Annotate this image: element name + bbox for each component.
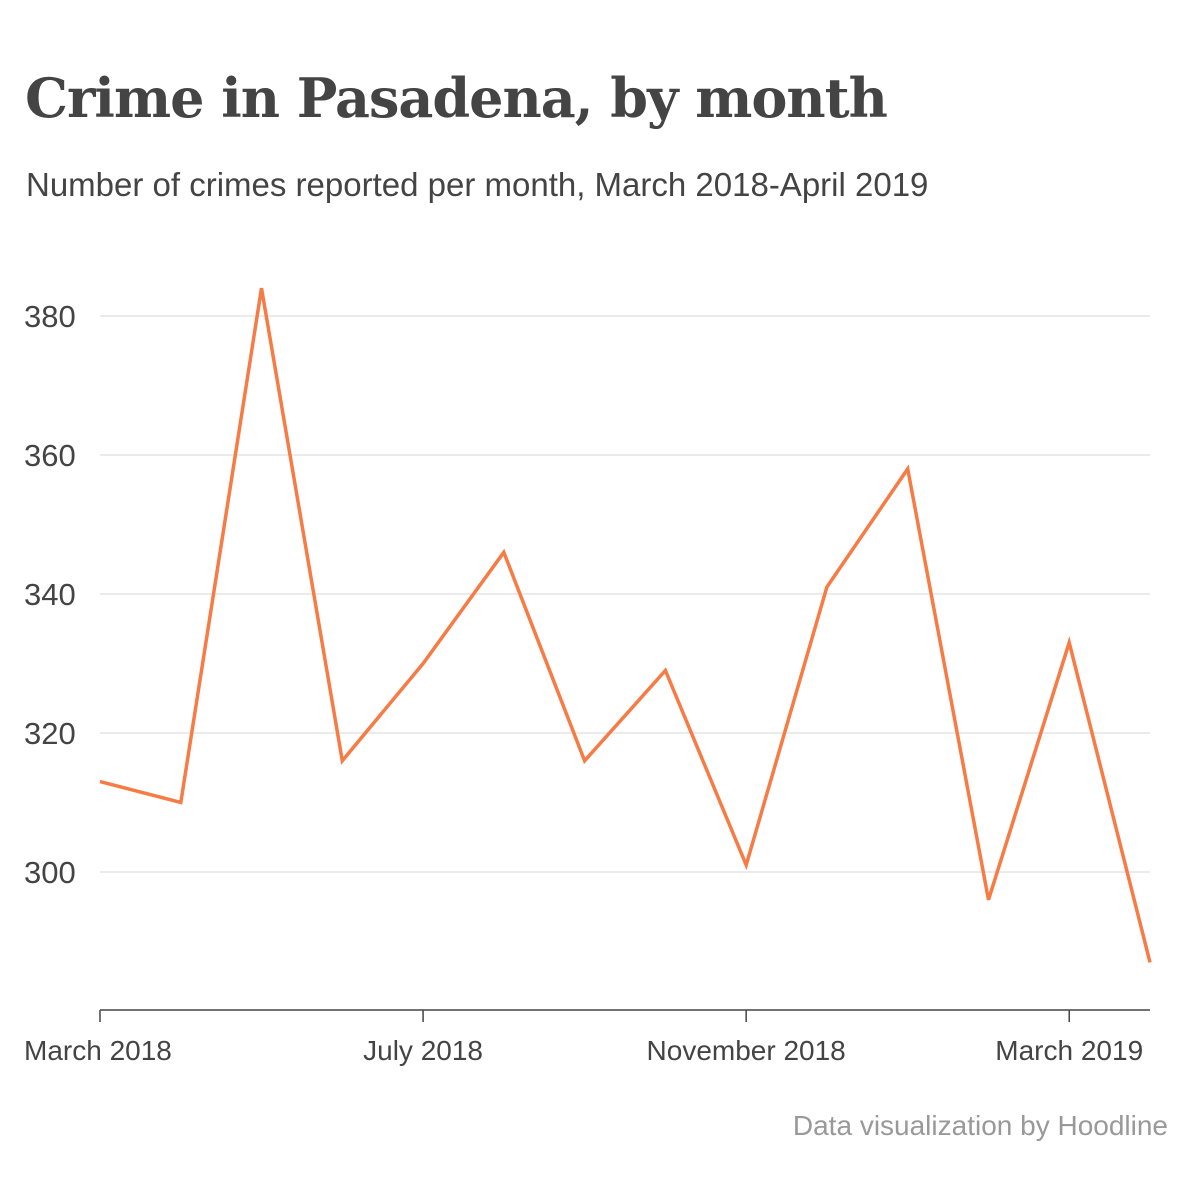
x-tick-label: November 2018: [647, 1035, 846, 1066]
series-lines: [99, 287, 1152, 963]
x-tick-label: July 2018: [363, 1035, 483, 1066]
chart-title: Crime in Pasadena, by month: [25, 66, 888, 130]
credit-text: Data visualization by Hoodline: [792, 1110, 1168, 1141]
chart-subtitle: Number of crimes reported per month, Mar…: [26, 166, 929, 203]
x-axis: March 2018 July 2018 November 2018 March 20…: [24, 1009, 1150, 1066]
y-tick-label: 360: [24, 438, 76, 473]
y-tick-label: 320: [24, 716, 76, 751]
x-tick-label: March 2018: [24, 1035, 172, 1066]
y-tick-label: 300: [24, 855, 76, 890]
gridlines: [100, 315, 1150, 873]
y-tick-label: 380: [24, 299, 76, 334]
x-tick-label: March 2019: [995, 1035, 1143, 1066]
y-tick-label: 340: [24, 577, 76, 612]
series-line-0: [99, 287, 1152, 963]
y-tick-labels: 300 320 340 360 380: [24, 299, 76, 890]
